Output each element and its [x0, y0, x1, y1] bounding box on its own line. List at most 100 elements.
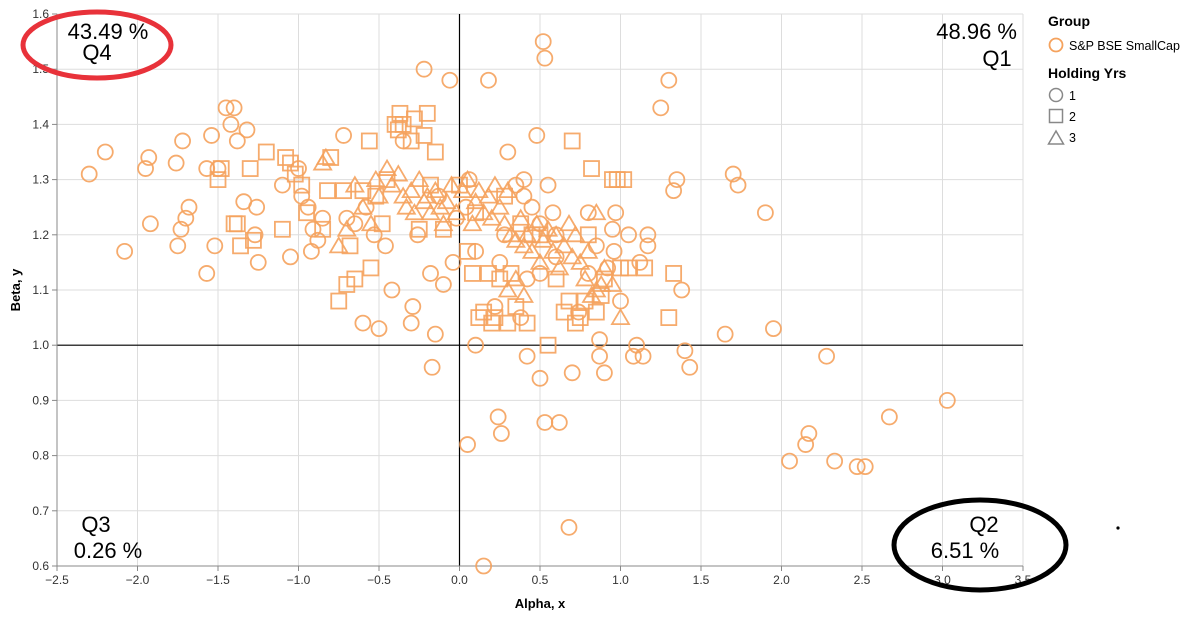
x-tick-label: −1.0 — [287, 573, 311, 587]
data-point-circle — [444, 253, 462, 271]
data-point-circle — [304, 220, 322, 238]
data-point-triangle — [494, 213, 515, 232]
data-point-square — [298, 204, 315, 222]
data-point-circle — [631, 253, 649, 271]
data-point-triangle — [505, 269, 526, 287]
data-point-square — [277, 149, 295, 166]
data-point-circle — [246, 226, 264, 244]
data-point-triangle — [549, 258, 570, 276]
data-point-circle — [880, 408, 898, 426]
data-point-circle — [660, 71, 678, 89]
data-point-circle — [415, 60, 433, 78]
data-point-square — [470, 309, 488, 327]
x-tick-label: −0.5 — [367, 573, 391, 587]
data-point-triangle — [436, 191, 457, 210]
data-point-circle — [489, 408, 507, 426]
data-point-circle — [797, 436, 815, 453]
data-point-triangle — [420, 202, 441, 221]
data-point-circle — [441, 71, 459, 89]
data-point-circle — [486, 298, 504, 315]
data-point-circle — [248, 198, 266, 216]
data-point-triangle — [497, 280, 518, 298]
data-point-square — [406, 110, 423, 128]
axes: −2.5 −2.0 −1.5 −1.0 −0.5 0.0 0.5 1.0 1.5 2.0 2.5 3.… — [8, 7, 1032, 611]
data-point-circle — [475, 557, 493, 575]
y-tick-label: 0.9 — [32, 393, 49, 407]
annotation-q4-value: 43.49 % — [68, 19, 149, 44]
data-point-square — [391, 104, 409, 122]
data-point-triangle — [352, 197, 373, 215]
data-point-circle — [354, 314, 372, 332]
data-point-square — [415, 127, 433, 144]
x-tick-label: 2.5 — [854, 573, 871, 587]
data-point-square — [592, 287, 610, 304]
data-point-triangle — [368, 186, 390, 204]
data-point-square — [273, 220, 291, 238]
data-point-square — [389, 121, 407, 139]
data-point-triangle — [484, 175, 505, 193]
data-point-circle — [639, 237, 657, 255]
x-tick-label: −1.5 — [206, 573, 230, 587]
data-point-square — [335, 182, 352, 200]
data-point-triangle — [481, 208, 502, 226]
data-point-triangle — [510, 208, 531, 226]
grid — [56, 13, 1024, 567]
data-point-circle — [141, 215, 159, 233]
data-point-circle — [539, 176, 557, 194]
data-point-square — [480, 265, 497, 282]
legend-holding-item-3-label: 3 — [1069, 131, 1076, 145]
data-point-circle — [169, 237, 187, 255]
annotation-q2-label: Q2 — [969, 512, 998, 537]
data-point-circle — [818, 347, 835, 365]
annotation-q2-value: 6.51 % — [931, 538, 1000, 563]
y-tick-label: 1.2 — [32, 228, 49, 242]
data-point-circle — [563, 364, 581, 382]
data-point-square — [518, 314, 536, 332]
data-point-square — [587, 303, 605, 321]
data-point-circle — [544, 204, 562, 222]
data-point-triangle — [401, 180, 422, 199]
data-point-circle — [496, 226, 513, 244]
data-point-circle — [309, 231, 327, 249]
data-point-square — [319, 182, 336, 200]
data-point-square — [346, 270, 364, 288]
data-point-circle — [422, 265, 439, 282]
data-point-circle — [765, 320, 782, 338]
data-point-square — [330, 292, 348, 310]
data-point-circle — [512, 309, 530, 327]
data-point-circle — [426, 325, 444, 343]
data-point-circle — [938, 391, 956, 409]
data-point-triangle — [441, 175, 462, 193]
data-point-square — [282, 154, 299, 172]
data-point-triangle — [457, 169, 478, 188]
data-point-triangle — [562, 247, 583, 265]
legend-group-title: Group — [1048, 13, 1090, 29]
data-point-circle — [404, 298, 422, 315]
data-point-square — [341, 237, 359, 255]
data-point-circle — [826, 452, 844, 470]
data-point-square — [314, 220, 332, 238]
data-point-triangle — [468, 180, 489, 199]
highlight-ellipses — [20, 9, 1069, 593]
data-point-triangle — [360, 213, 382, 232]
data-point-square — [507, 298, 525, 315]
data-point-square — [555, 303, 573, 321]
legend-holding-title: Holding Yrs — [1048, 65, 1127, 81]
data-point-circle — [335, 127, 352, 144]
data-point-triangle — [610, 307, 631, 326]
data-point-triangle — [537, 219, 559, 237]
data-point-triangle — [462, 213, 483, 232]
data-point-circle — [238, 121, 256, 139]
y-tick-label: 0.6 — [32, 559, 49, 573]
data-point-triangle — [526, 213, 547, 232]
data-point-circle — [203, 127, 220, 144]
x-tick-label: 0.5 — [532, 573, 549, 587]
data-point-circle — [198, 265, 216, 282]
legend-group-marker-circle — [1048, 37, 1064, 53]
data-point-triangle — [513, 285, 534, 303]
data-point-triangle — [425, 180, 446, 199]
data-point-square — [212, 160, 230, 177]
y-tick-label: 1.4 — [32, 117, 49, 131]
data-point-circle — [228, 132, 246, 150]
data-point-circle — [634, 347, 652, 365]
